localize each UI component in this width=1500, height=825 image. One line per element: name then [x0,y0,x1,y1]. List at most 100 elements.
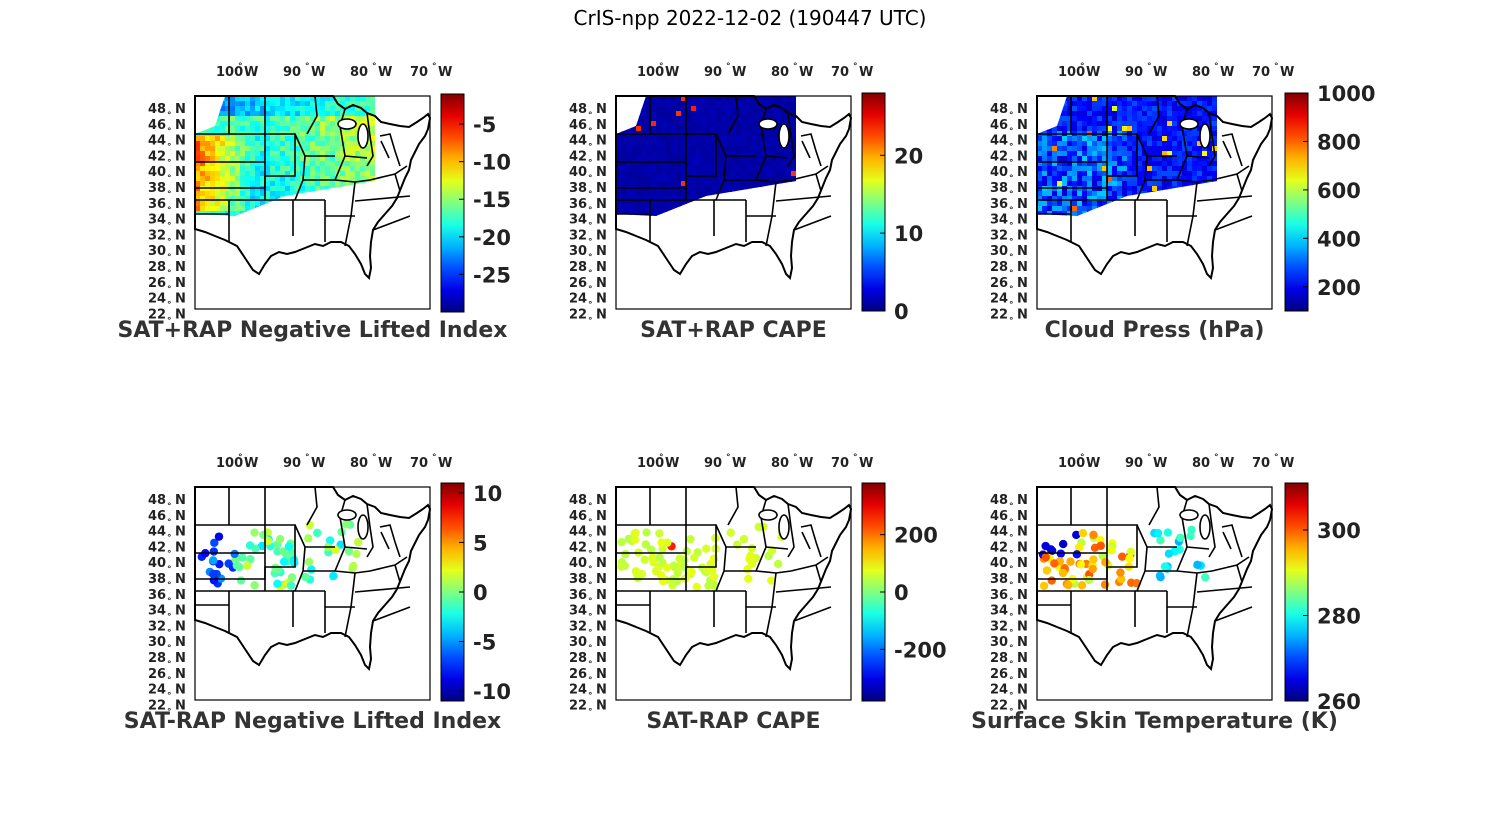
lon-tick-label: 80 [350,456,368,471]
swath-cell [1172,206,1178,212]
swath-cell [1207,126,1213,132]
swath-cell [721,211,727,216]
lat-suffix: N [175,651,186,666]
lon-suffix: W [244,456,258,471]
swath-cell [195,161,201,167]
swath-cell [300,96,306,102]
degree-mark: ° [1009,301,1014,311]
swath-cell [1072,206,1078,212]
swath-cell [751,121,757,127]
swath-cell [245,96,251,102]
swath-cell [250,201,256,207]
swath-cell [230,181,236,187]
swath-cell [240,136,246,142]
swath-cell [721,196,727,202]
lon-suffix: W [378,456,392,471]
swath-cell [345,176,351,182]
swath-cell [666,146,672,152]
swath-cell [1122,121,1128,127]
lat-tick-label: 24 [990,683,1008,698]
swath-cell [1202,96,1208,102]
swath-cell [325,196,331,202]
swath-cell [300,156,306,162]
data-point [344,546,354,556]
swath-cell [285,101,291,107]
swath-cell [215,171,221,177]
swath-cell [1157,96,1163,102]
swath-cell [661,156,667,162]
swath-cell [235,116,241,122]
data-point [751,553,761,563]
swath-cell [661,176,667,182]
swath-cell [1077,156,1083,162]
swath-cell [1147,141,1153,147]
lat-suffix: N [596,244,607,259]
swath-cell [731,146,737,152]
swath-cell [1127,211,1133,216]
swath-cell [706,176,712,182]
swath-cell [1102,206,1108,212]
degree-mark: ° [167,660,172,670]
swath-cell [195,206,201,212]
swath-cell [290,146,296,152]
state-border [1222,140,1232,159]
swath-cell [1042,141,1048,147]
lon-suffix: W [799,456,813,471]
swath-cell [260,141,266,147]
swath-cell [1117,136,1123,142]
swath-cell [1197,206,1203,212]
swath-cell [285,161,291,167]
swath-cell [360,111,366,117]
swath-cell [776,186,782,192]
swath-cell [1077,96,1083,102]
swath-cell [230,211,236,216]
swath-cell [355,151,361,157]
swath-cell [746,126,752,132]
state-border [366,112,374,167]
swath-cell [1187,136,1193,142]
swath-cell [335,141,341,147]
swath-cell [1067,206,1073,212]
swath-cell [1112,211,1118,216]
swath-cell [776,156,782,162]
swath-cell [310,131,316,137]
swath-cell [706,121,712,127]
swath-cell [641,171,647,177]
swath-cell [716,206,722,212]
swath-cell [1112,126,1118,132]
degree-mark: ° [588,707,593,717]
swath-cell [210,171,216,177]
state-border [787,503,795,558]
swath-cell [1107,126,1113,132]
swath-cell [310,181,316,187]
swath-cell [1132,156,1138,162]
swath-cell [195,136,201,142]
swath-cell [1042,146,1048,152]
swath-cell [691,161,697,167]
swath-cell [315,101,321,107]
degree-mark: ° [1009,316,1014,326]
swath-cell [636,166,642,172]
data-point [276,534,285,544]
swath-cell [215,216,221,222]
swath-cell [1157,161,1163,167]
swath-cell [671,211,677,216]
swath-cell [260,181,266,187]
lake [758,118,778,130]
swath-cell [315,126,321,132]
degree-mark: ° [588,613,593,623]
swath-cell [1122,171,1128,177]
swath-cell [310,176,316,182]
swath-cell [195,181,201,187]
swath-cell [706,191,712,197]
swath-cell [1202,151,1208,157]
swath-cell [726,206,732,212]
swath-cell [1087,171,1093,177]
swath-cell [1122,176,1128,182]
swath-cell [1057,166,1063,172]
swath-cell [280,121,286,127]
swath-cell [1052,126,1058,132]
swath-cell [1207,166,1213,172]
swath-cell [771,131,777,137]
data-point [1041,552,1050,562]
